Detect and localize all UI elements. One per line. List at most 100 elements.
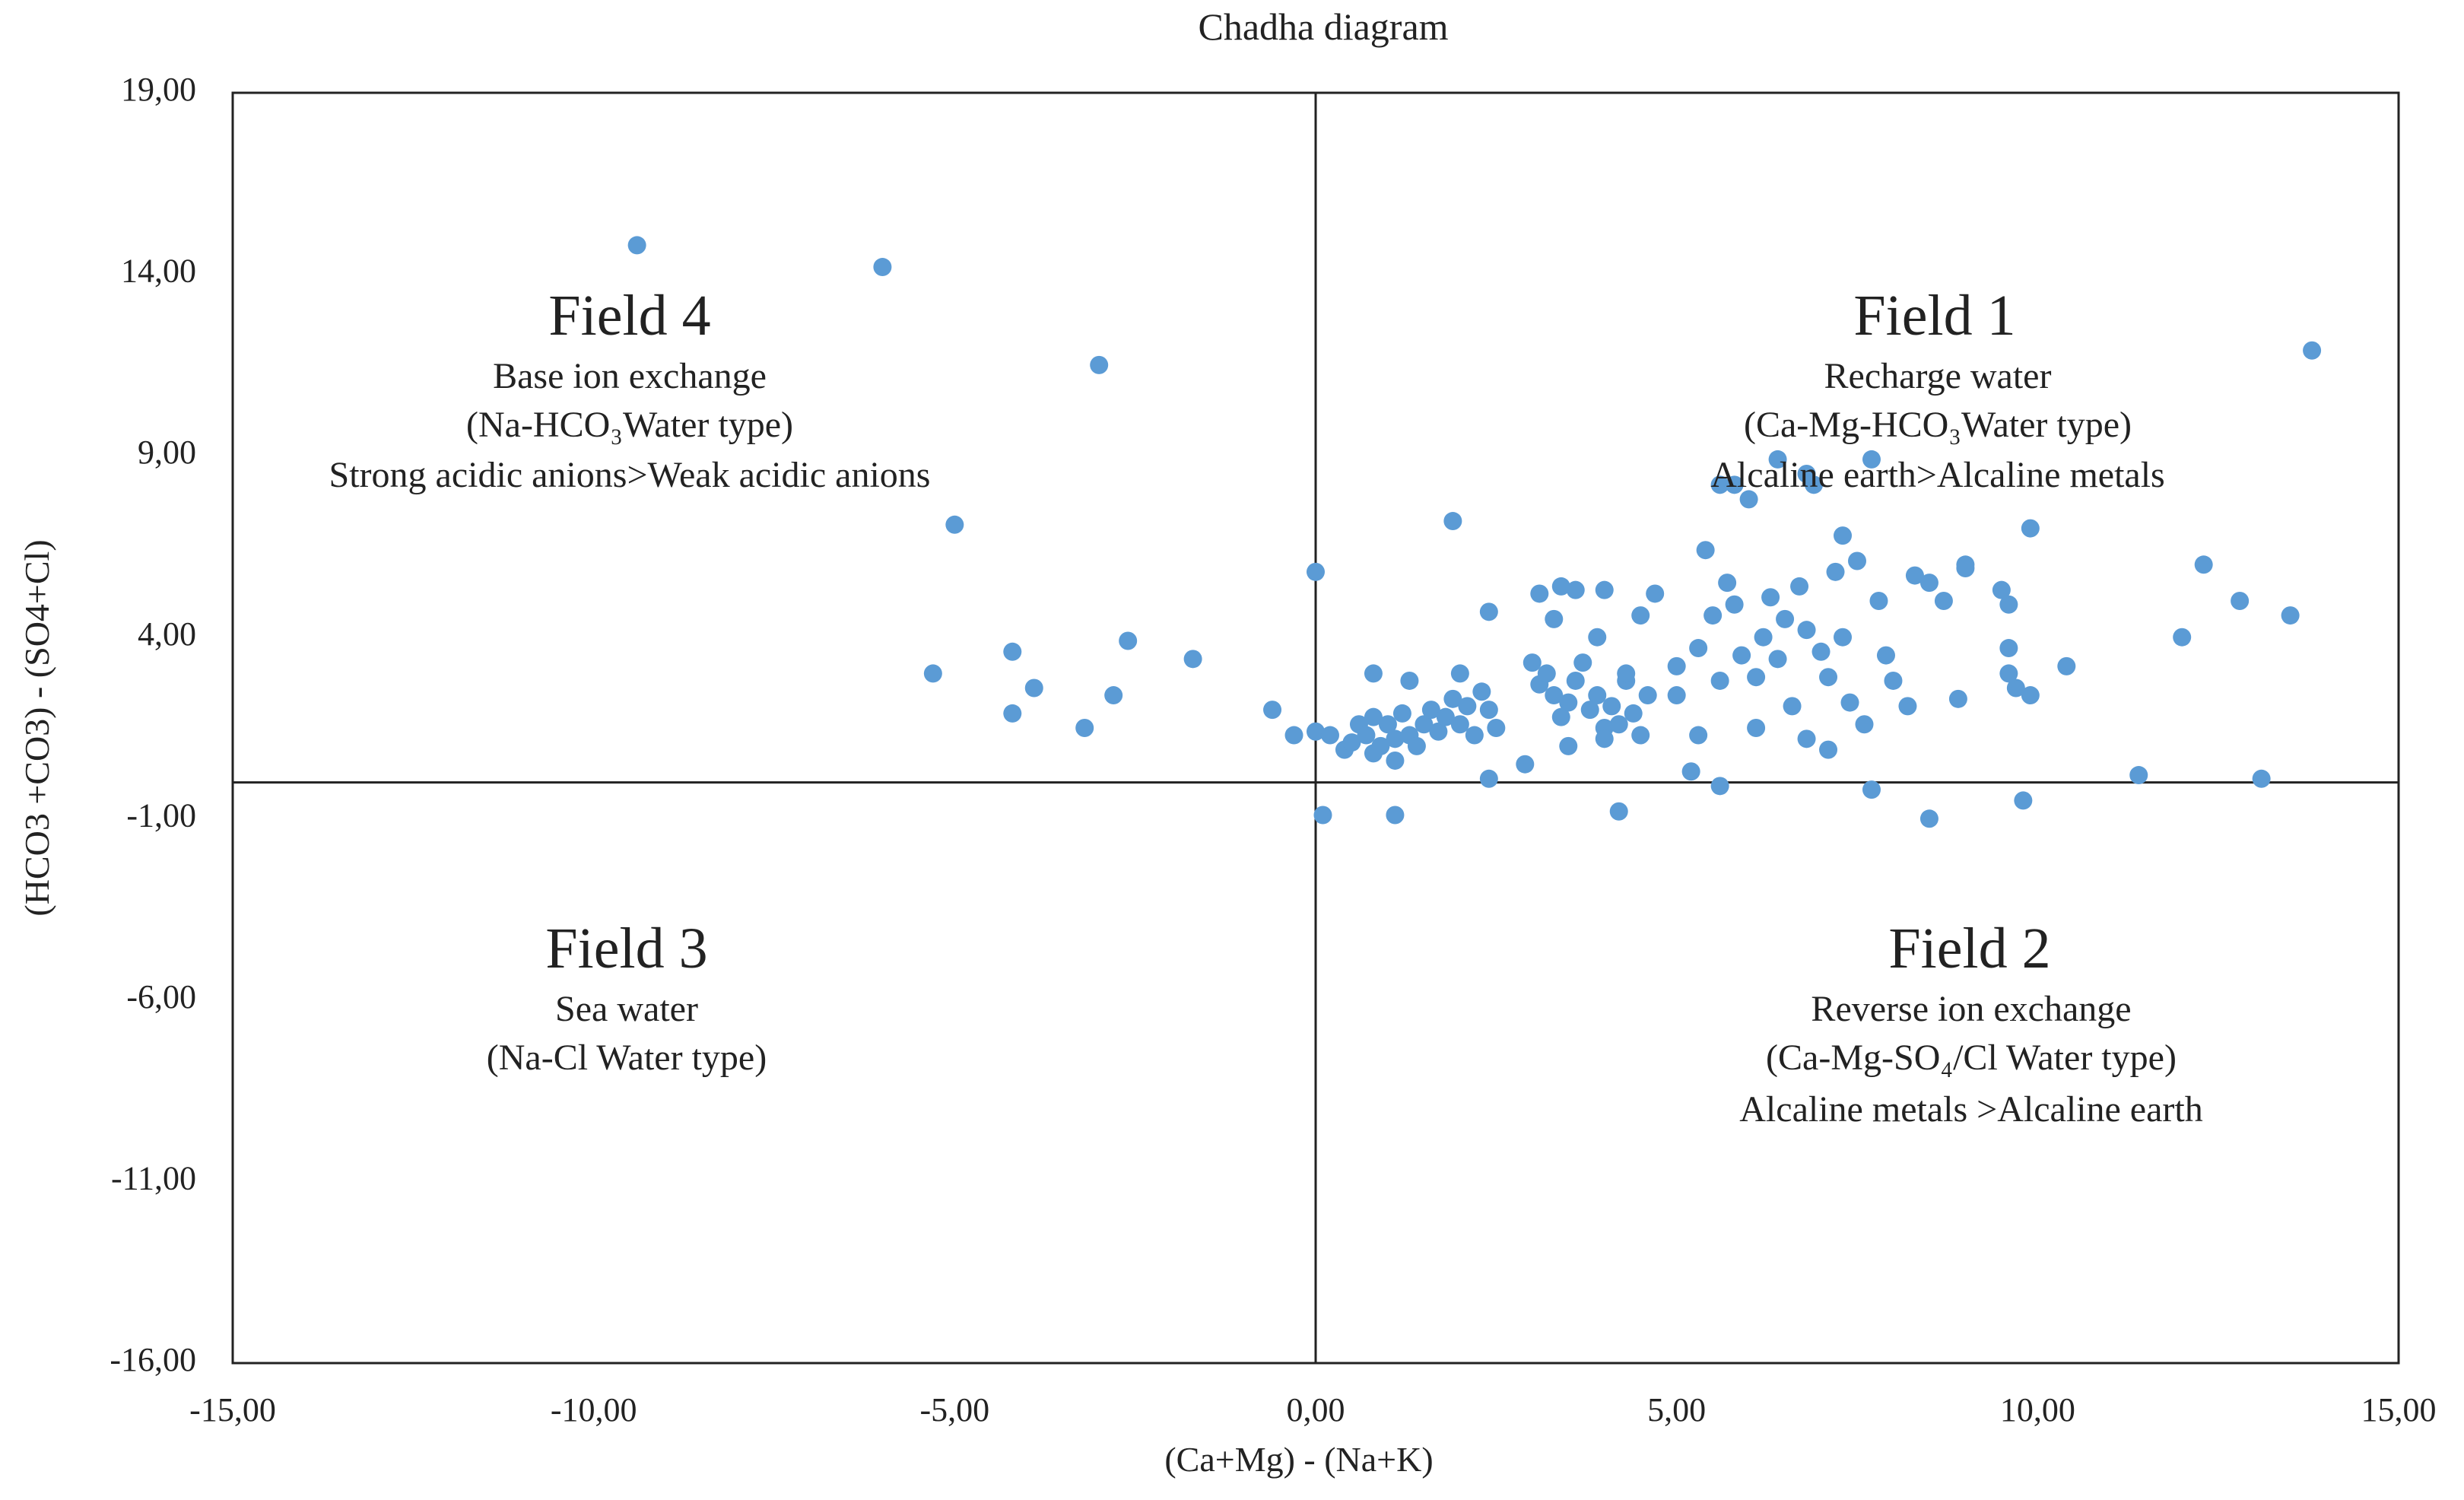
y-tick-label: 4,00: [138, 615, 196, 653]
field-4-line-2: (Na-HCO₃Water type): [466, 405, 793, 445]
data-point: [1768, 650, 1787, 669]
data-point: [1934, 592, 1953, 610]
data-point: [1862, 450, 1881, 469]
data-point: [1523, 653, 1542, 672]
data-point: [1386, 751, 1405, 770]
data-point: [2129, 766, 2148, 785]
data-point: [1884, 671, 1903, 690]
data-point: [1609, 802, 1628, 821]
data-point: [923, 664, 942, 683]
field-3-line-1: Sea water: [555, 989, 698, 1029]
data-point: [1551, 577, 1570, 596]
x-tick-label: 10,00: [2000, 1391, 2075, 1428]
data-point: [1718, 574, 1737, 593]
data-points: [627, 236, 2322, 828]
data-point: [1090, 355, 1109, 374]
field-3-title: Field 3: [545, 917, 707, 980]
data-point: [1075, 719, 1094, 737]
data-point: [1646, 584, 1665, 603]
data-point: [1559, 736, 1578, 755]
data-point: [1003, 704, 1022, 723]
data-point: [1386, 806, 1405, 825]
field-1-line-3: Alcaline earth>Alcaline metals: [1710, 455, 2164, 495]
data-point: [1378, 715, 1397, 734]
data-point: [1479, 602, 1498, 621]
data-point: [1566, 671, 1585, 690]
data-point: [2021, 519, 2040, 538]
data-point: [1357, 726, 1376, 745]
data-point: [1602, 697, 1621, 716]
data-point: [1696, 541, 1715, 560]
data-point: [1104, 686, 1123, 705]
data-point: [1580, 701, 1599, 720]
data-point: [1797, 621, 1816, 640]
x-tick-label: 15,00: [2361, 1391, 2437, 1428]
y-tick-label: -11,00: [111, 1160, 196, 1197]
data-point: [2021, 686, 2040, 705]
data-point: [1710, 475, 1729, 494]
data-point: [1776, 609, 1795, 628]
data-point: [1919, 574, 1938, 593]
data-point: [1443, 689, 1462, 708]
field-2-annotation: Field 2 Reverse ion exchange (Ca-Mg-SO₄/…: [1739, 917, 2202, 1130]
x-tick-label: -10,00: [551, 1391, 637, 1428]
data-point: [2194, 555, 2213, 574]
data-point: [1992, 580, 2011, 599]
data-point: [1689, 639, 1708, 658]
data-point: [1537, 664, 1556, 683]
data-point: [1747, 719, 1766, 737]
data-point: [1429, 722, 1448, 741]
data-point: [1364, 664, 1383, 683]
field-1-line-2: (Ca-Mg-HCO₃Water type): [1744, 405, 2132, 445]
data-point: [1999, 595, 2018, 614]
data-point: [1710, 777, 1729, 796]
data-point: [1183, 650, 1202, 669]
y-tick-label: 19,00: [121, 71, 196, 108]
data-point: [1566, 580, 1585, 599]
field-2-line-1: Reverse ion exchange: [1811, 989, 2131, 1029]
data-point: [873, 258, 892, 277]
data-point: [1710, 671, 1729, 690]
data-point: [1436, 707, 1455, 726]
data-point: [1956, 559, 1975, 578]
x-axis-ticks: -15,00 -10,00 -5,00 0,00 5,00 10,00 15,00: [189, 1391, 2436, 1428]
data-point: [1617, 664, 1636, 683]
data-point: [1855, 715, 1874, 734]
data-point: [1443, 512, 1462, 531]
data-point: [1364, 707, 1383, 726]
data-point: [1573, 653, 1592, 672]
data-point: [1465, 726, 1484, 745]
data-point: [2303, 341, 2322, 360]
data-point: [1559, 693, 1578, 712]
data-point: [1826, 562, 1845, 581]
data-point: [1689, 726, 1708, 745]
data-point: [1516, 755, 1535, 774]
data-point: [1638, 686, 1657, 705]
data-point: [1119, 631, 1138, 650]
data-point: [1450, 715, 1469, 734]
field-3-line-2: (Na-Cl Water type): [487, 1038, 767, 1078]
y-axis-ticks: 19,00 14,00 9,00 4,00 -1,00 -6,00 -11,00 -16,00: [110, 71, 196, 1378]
data-point: [1819, 668, 1838, 687]
data-point: [1667, 656, 1686, 675]
field-2-title: Field 2: [1888, 917, 2050, 980]
data-point: [1754, 628, 1773, 647]
data-point: [1840, 693, 1859, 712]
data-point: [1307, 722, 1325, 741]
y-tick-label: -6,00: [126, 978, 196, 1015]
data-point: [1595, 729, 1614, 748]
data-point: [2231, 592, 2250, 610]
data-point: [2281, 606, 2300, 625]
data-point: [1819, 740, 1838, 759]
x-tick-label: 5,00: [1647, 1391, 1706, 1428]
data-point: [1284, 726, 1303, 745]
data-point: [1386, 729, 1405, 748]
data-point: [1869, 592, 1888, 610]
data-point: [1609, 715, 1628, 734]
data-point: [1761, 588, 1780, 607]
data-point: [1545, 686, 1564, 705]
data-point: [2173, 628, 2192, 647]
data-point: [1551, 707, 1570, 726]
data-point: [1003, 642, 1022, 661]
